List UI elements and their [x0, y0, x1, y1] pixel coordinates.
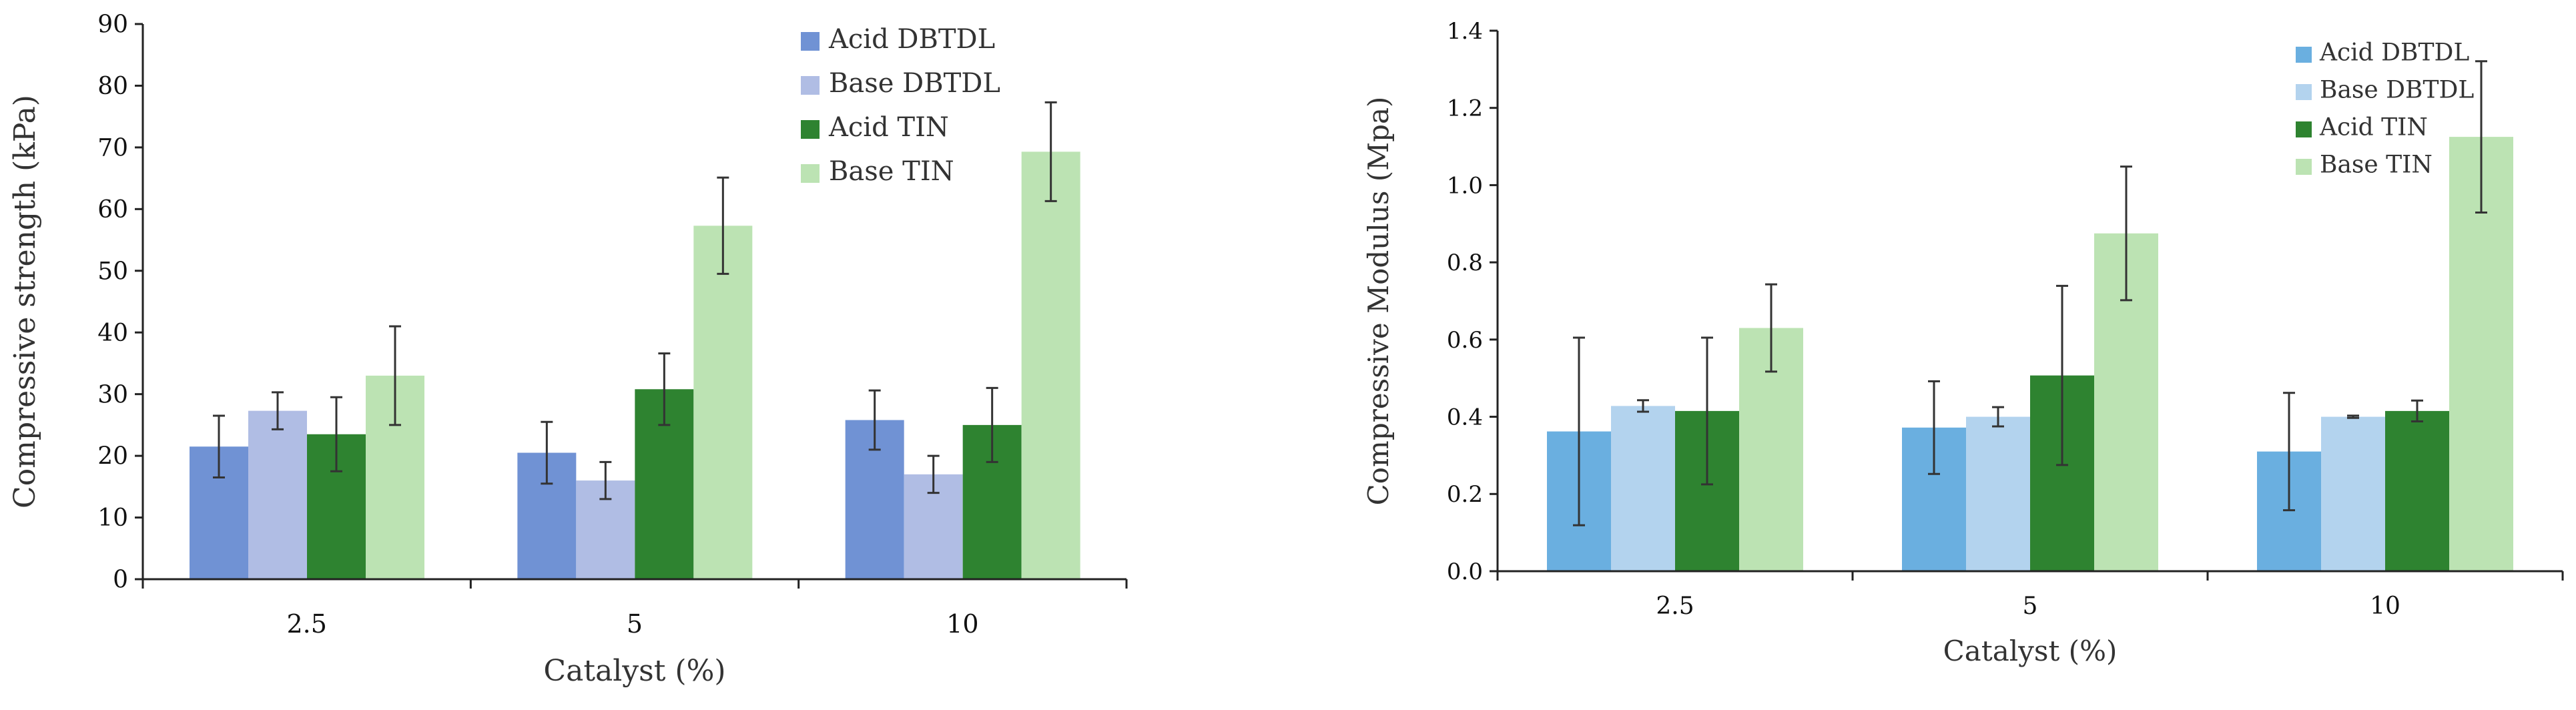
modulus-bar-base-dbtdl-5 [1966, 416, 2030, 571]
modulus-category-label-5: 5 [2023, 593, 2038, 620]
modulus-errorbar-acid-dbtdl-10 [2283, 392, 2295, 512]
strength-y-tick-label: 80 [97, 73, 128, 100]
modulus-y-tick-label: 0.4 [1447, 404, 1483, 430]
modulus-errorbar-acid-tin-5 [2056, 284, 2068, 466]
modulus-bar-base-dbtdl-10 [2321, 416, 2385, 571]
strength-errorbar-base-tin-2-5 [389, 325, 401, 426]
strength-y-tick-label: 40 [97, 320, 128, 347]
strength-errorbar-acid-dbtdl-2-5 [213, 414, 225, 478]
modulus-errorbar-acid-dbtdl-5 [1928, 380, 1940, 475]
strength-errorbar-base-dbtdl-5 [599, 460, 612, 500]
strength-y-tick-label: 0 [113, 567, 128, 594]
modulus-legend-swatch-acid-dbtdl [2296, 47, 2312, 63]
strength-errorbar-acid-tin-5 [658, 352, 671, 426]
modulus-category-label-10: 10 [2370, 593, 2400, 620]
modulus-errorbar-acid-dbtdl-2-5 [1573, 336, 1585, 526]
strength-legend-label-acid-dbtdl: Acid DBTDL [828, 24, 995, 55]
strength-legend-swatch-base-dbtdl [801, 76, 820, 95]
compressive-strength-chart: 2.5 5 10 0 10 20 30 40 50 60 70 80 90 Catalyst (%) Com… [0, 0, 1148, 710]
strength-errorbar-base-tin-5 [717, 176, 729, 275]
modulus-errorbar-base-dbtdl-2-5 [1637, 399, 1649, 413]
modulus-y-tick-label: 0.0 [1447, 559, 1483, 585]
strength-y-tick-label: 60 [97, 196, 128, 224]
modulus-legend-label-base-dbtdl: Base DBTDL [2320, 76, 2474, 103]
modulus-y-tick-label: 0.8 [1447, 250, 1483, 276]
strength-y-tick-label: 50 [97, 258, 128, 285]
strength-legend-label-acid-tin: Acid TIN [828, 112, 949, 143]
modulus-y-tick-label: 0.2 [1447, 481, 1483, 508]
compressive-modulus-chart: 2.5 5 10 0.0 0.2 0.4 0.6 0.8 1.0 1.2 1.4 Catalyst (… [1361, 0, 2576, 710]
modulus-errorbar-acid-tin-10 [2411, 399, 2423, 423]
strength-errorbar-base-dbtdl-10 [927, 454, 940, 494]
modulus-legend: Acid DBTDL Base DBTDL Acid TIN Base TIN [2296, 39, 2474, 178]
strength-y-tick-label: 70 [97, 134, 128, 161]
modulus-errorbar-base-dbtdl-10 [2347, 414, 2359, 419]
strength-category-label-5: 5 [627, 609, 643, 639]
modulus-x-axis-title: Catalyst (%) [1943, 635, 2118, 667]
modulus-errorbar-base-tin-5 [2120, 165, 2132, 302]
modulus-bar-base-dbtdl-2-5 [1611, 406, 1675, 571]
strength-category-label-10: 10 [946, 609, 978, 639]
strength-category-label-2-5: 2.5 [286, 609, 326, 639]
modulus-legend-swatch-acid-tin [2296, 121, 2312, 137]
strength-legend-swatch-acid-dbtdl [801, 32, 820, 51]
modulus-y-tick-label: 1.4 [1447, 18, 1483, 45]
strength-x-axis-title: Catalyst (%) [543, 654, 725, 688]
compressive-modulus-chart-svg: 2.5 5 10 0.0 0.2 0.4 0.6 0.8 1.0 1.2 1.4 Catalyst (… [1362, 18, 2564, 667]
modulus-category-label-2-5: 2.5 [1656, 593, 1694, 620]
strength-errorbar-acid-dbtdl-10 [868, 389, 881, 451]
strength-errorbar-base-dbtdl-2-5 [272, 391, 284, 430]
strength-legend-label-base-tin: Base TIN [829, 156, 954, 187]
modulus-errorbar-base-tin-2-5 [1765, 283, 1777, 373]
strength-legend-swatch-base-tin [801, 164, 820, 183]
modulus-y-tick-label: 1.2 [1447, 95, 1483, 122]
modulus-legend-label-acid-tin: Acid TIN [2319, 113, 2428, 141]
modulus-legend-swatch-base-dbtdl [2296, 84, 2312, 100]
modulus-legend-label-acid-dbtdl: Acid DBTDL [2319, 39, 2469, 66]
modulus-errorbar-acid-tin-2-5 [1701, 336, 1713, 486]
modulus-legend-label-base-tin: Base TIN [2320, 151, 2433, 178]
modulus-y-tick-label: 0.6 [1447, 327, 1483, 354]
strength-bar-base-dbtdl-2-5 [248, 410, 307, 579]
strength-errorbar-acid-tin-2-5 [330, 396, 342, 472]
modulus-bar-acid-tin-10 [2385, 410, 2449, 571]
strength-errorbar-acid-dbtdl-5 [541, 420, 553, 485]
strength-legend-label-base-dbtdl: Base DBTDL [829, 68, 1000, 99]
strength-y-tick-label: 20 [97, 443, 128, 470]
strength-y-axis-title: Compressive strength (kPa) [8, 95, 42, 508]
strength-errorbar-acid-tin-10 [986, 386, 998, 463]
strength-bar-base-tin-10 [1021, 151, 1080, 580]
strength-errorbar-base-tin-10 [1044, 101, 1057, 202]
modulus-y-tick-label: 1.0 [1447, 172, 1483, 199]
strength-y-tick-label: 10 [97, 504, 128, 532]
strength-legend: Acid DBTDL Base DBTDL Acid TIN Base TIN [801, 24, 1000, 187]
modulus-errorbar-base-tin-10 [2475, 60, 2487, 214]
strength-bar-base-tin-5 [693, 226, 753, 579]
strength-legend-swatch-acid-tin [801, 120, 820, 139]
strength-y-tick-label: 30 [97, 381, 128, 408]
modulus-y-axis-title: Compressive Modulus (Mpa) [1362, 97, 1395, 506]
compressive-strength-chart-svg: 2.5 5 10 0 10 20 30 40 50 60 70 80 90 Catalyst (%) Com… [8, 11, 1128, 688]
modulus-errorbar-base-dbtdl-5 [1992, 406, 2004, 428]
modulus-legend-swatch-base-tin [2296, 159, 2312, 175]
strength-y-tick-label: 90 [97, 11, 128, 39]
